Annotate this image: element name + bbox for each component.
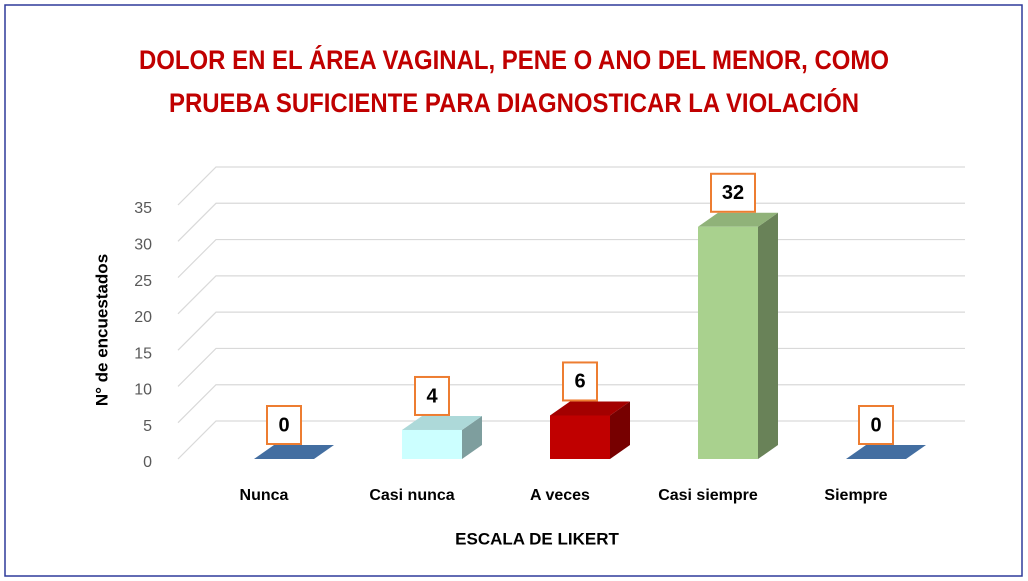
x-tick-label: Nunca (240, 487, 289, 504)
chart-title: DOLOR EN EL ÁREA VAGINAL, PENE O ANO DEL… (139, 44, 889, 75)
y-tick-label: 25 (134, 273, 152, 290)
x-axis-label: ESCALA DE LIKERT (455, 529, 619, 548)
x-tick-label: Casi siempre (658, 487, 758, 504)
data-label: 32 (722, 182, 744, 204)
bar-front (402, 429, 462, 459)
x-tick-label: Siempre (824, 487, 887, 504)
x-tick-label: A veces (530, 487, 590, 504)
data-label: 4 (426, 385, 438, 407)
data-label-box (266, 405, 302, 445)
bar (402, 415, 482, 459)
chart-title: PRUEBA SUFICIENTE PARA DIAGNOSTICAR LA V… (169, 87, 859, 118)
bar (846, 445, 926, 459)
bar-side (610, 401, 630, 459)
bar-side (758, 212, 778, 459)
bar-front (550, 415, 610, 459)
x-tick-label: Casi nunca (369, 487, 454, 504)
bar-top (402, 415, 482, 430)
data-label: 0 (278, 414, 289, 436)
data-label: 6 (574, 371, 585, 393)
bar-top (698, 212, 778, 227)
data-label: 0 (870, 414, 881, 436)
data-label-box (414, 375, 450, 416)
data-label-box (562, 361, 598, 402)
y-tick-label: 5 (143, 418, 152, 435)
y-tick-label: 30 (134, 237, 152, 254)
y-tick-label: 15 (134, 345, 152, 362)
bar-front (698, 226, 758, 459)
y-tick-label: 35 (134, 200, 152, 217)
bar (254, 445, 334, 459)
data-label-box (710, 172, 756, 213)
y-tick-label: 20 (134, 309, 152, 326)
bar (698, 212, 778, 459)
y-tick-label: 0 (143, 454, 152, 471)
bar-top (550, 401, 630, 416)
grid-line (177, 166, 965, 206)
y-tick-label: 10 (134, 382, 152, 399)
bar (550, 401, 630, 459)
data-label-box (858, 405, 894, 445)
bar-top (846, 445, 926, 459)
bar-top (254, 445, 334, 459)
bar-side (462, 415, 482, 459)
chart-border (4, 4, 1023, 577)
y-axis-label: N° de encuestados (92, 254, 111, 406)
